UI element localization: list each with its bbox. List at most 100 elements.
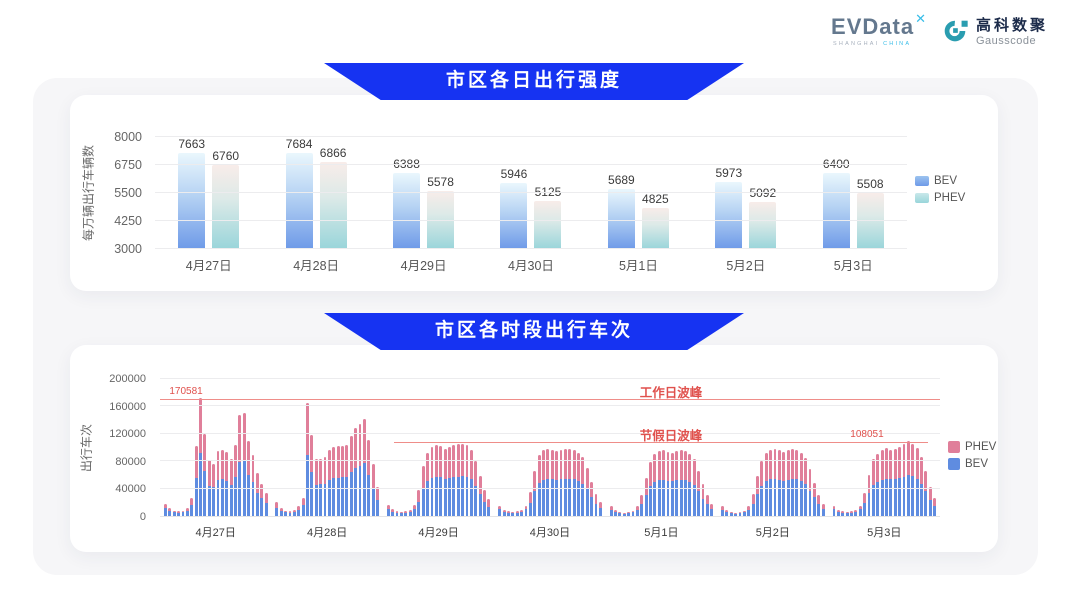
stacked-bar [297,506,301,516]
phev-segment [777,450,781,481]
phev-segment [426,452,430,481]
chart1-card: 每万辆出行车辆数 3000 4250 5500 6750 8000 7663 6760 76… [70,95,998,291]
phev-segment [701,484,705,499]
gausscode-logo-icon [940,16,970,46]
phev-segment [644,478,648,496]
bev-segment [734,513,738,516]
phev-segment [585,467,589,490]
phev-segment [247,440,250,476]
stacked-bar [181,510,185,516]
bar-column-bev: 5973 [715,137,743,249]
bar-column-phev: 5125 [534,137,562,249]
stacked-bar [640,495,644,516]
x-axis-label: 5月1日 [618,259,658,273]
phev-segment [284,510,288,513]
stacked-bar [832,505,836,516]
y-tick-label: 160000 [109,400,146,413]
stacked-bar [260,484,264,516]
stacked-bar [898,446,902,516]
bev-segment [279,511,283,516]
legend-item-phev[interactable]: PHEV [948,441,996,453]
bev-segment [386,509,390,516]
stacked-bar [421,466,425,516]
y-tick-label: 3000 [114,242,142,256]
bev-segment [845,513,849,516]
stacked-bar [452,445,456,516]
bar-group: 5946 5125 [500,137,562,249]
bev-segment [594,503,598,516]
bev-segment [212,487,215,516]
bev-segment [362,462,366,516]
bev-segment [804,484,808,516]
bev-segment [710,509,714,516]
bar-value-label: 5689 [608,172,635,187]
phev-segment [764,452,768,481]
phev-segment [448,446,451,478]
bev-segment [371,487,375,516]
gridline [160,405,940,407]
bev-segment [507,512,510,516]
stacked-bar [498,505,502,516]
gridline [155,192,907,193]
stacked-bar [679,450,683,516]
phev-segment [371,464,375,488]
bev-segment [247,475,250,516]
bev-segment [786,480,790,516]
bar-phev [749,202,777,249]
bev-segment [688,481,692,516]
bev-segment [439,477,443,516]
stacked-bar [292,509,296,516]
phev-segment [924,471,928,492]
stacked-bar [469,449,473,516]
phev-segment [572,449,576,480]
stacked-bar [395,511,399,516]
chart1-legend: BEV PHEV [915,175,965,204]
stacked-bar [670,452,674,516]
phev-segment [841,511,845,513]
bev-segment [812,497,816,516]
phev-segment [662,450,666,481]
bar-phev [534,201,562,249]
stacked-bar [635,506,639,516]
phev-segment [738,511,742,514]
bev-segment [323,483,327,516]
bev-segment [635,509,639,516]
bar-column-phev: 5578 [427,137,455,249]
bev-segment [502,511,506,516]
phev-segment [559,449,563,480]
stacked-bar [264,492,268,516]
y-tick-label: 5500 [114,186,142,200]
phev-segment [443,449,447,480]
phev-segment [332,446,336,478]
stacked-bar [627,511,631,516]
phev-segment [666,451,670,481]
bev-segment [742,512,746,516]
bar-column-phev: 6866 [319,137,347,249]
legend-item-phev[interactable]: PHEV [915,192,965,204]
phev-segment [756,476,759,494]
stacked-bar [933,498,937,516]
stacked-bar [413,505,416,516]
stacked-bar [234,445,237,516]
phev-segment [804,458,808,485]
phev-segment [679,450,683,481]
phev-segment [850,511,853,513]
stacked-bar [911,443,915,516]
stacked-bar [657,451,661,516]
phev-segment [670,452,674,481]
phev-segment [688,453,692,482]
stacked-bar [653,453,657,516]
stacked-bar [524,505,528,516]
phev-segment [288,511,292,513]
phev-segment [692,459,696,485]
stacked-bar [528,491,532,516]
stacked-bar [371,464,375,516]
stacked-bar [725,509,729,516]
bev-segment [528,502,532,516]
bev-segment [288,512,292,516]
legend-item-bev[interactable]: BEV [948,458,996,470]
bev-segment [181,512,185,516]
chart2-legend: PHEV BEV [948,441,996,470]
bev-segment [760,485,764,516]
legend-item-bev[interactable]: BEV [915,175,965,187]
